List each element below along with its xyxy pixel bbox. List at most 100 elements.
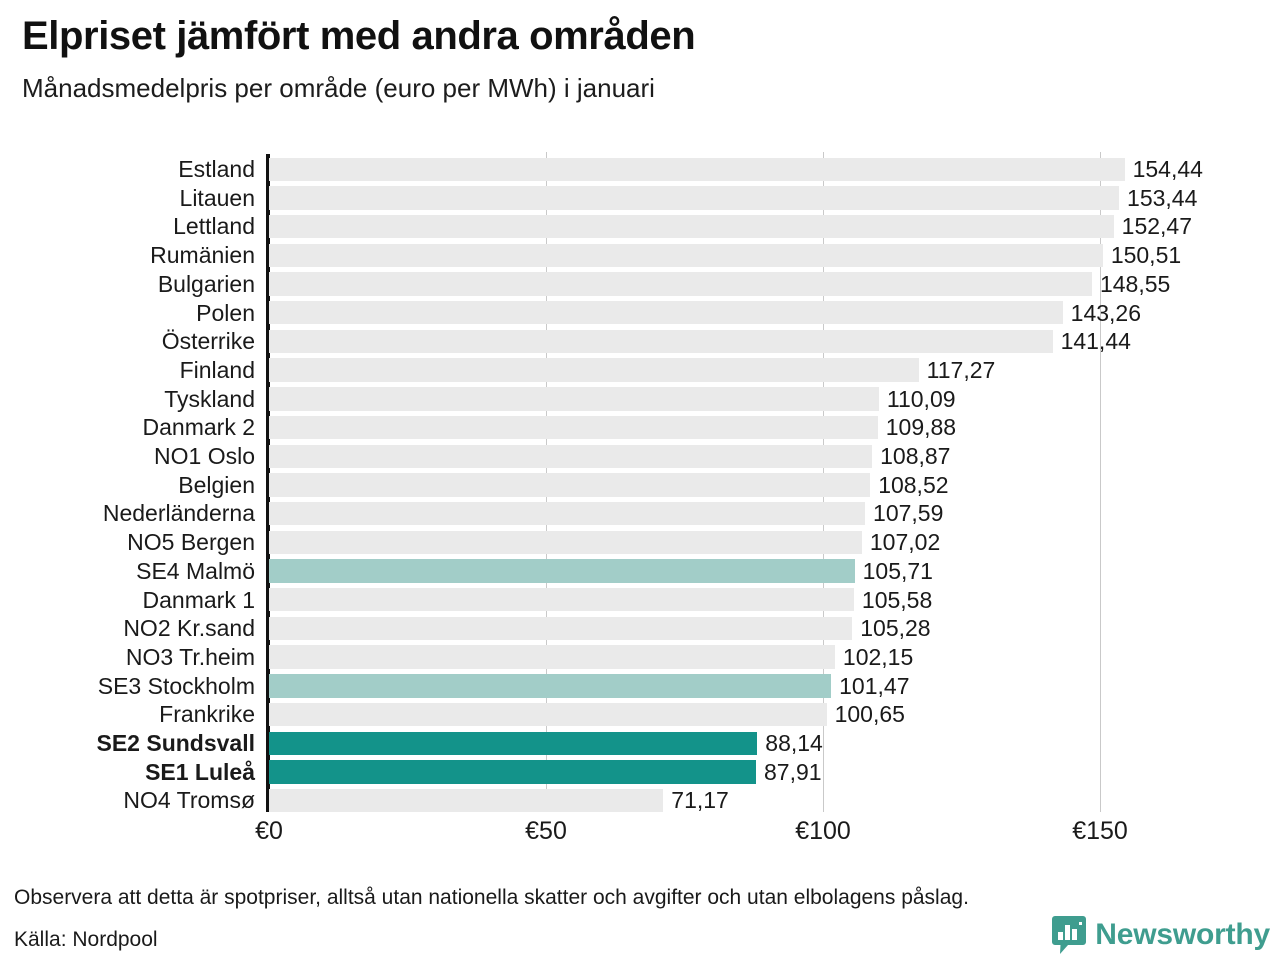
bar[interactable] xyxy=(269,674,832,698)
bar[interactable] xyxy=(269,214,1114,239)
category-label: NO2 Kr.sand xyxy=(123,615,255,642)
bar-value-label: 110,09 xyxy=(886,385,956,412)
bar[interactable] xyxy=(269,731,758,755)
bar-value-label: 100,65 xyxy=(834,701,905,728)
chart-row: SE1 Luleå 87,91 xyxy=(0,758,1280,787)
chart-subtitle: Månadsmedelpris per område (euro per MWh… xyxy=(22,73,655,103)
bar[interactable] xyxy=(269,788,664,813)
bar-value-label: 141,44 xyxy=(1060,328,1131,355)
bar[interactable] xyxy=(269,387,879,411)
bar-value-label: 150,51 xyxy=(1110,242,1182,269)
chart-row: Frankrike 100,65 xyxy=(0,700,1280,729)
bar[interactable] xyxy=(269,272,1092,296)
chart-header: Elpriset jämfört med andra områden Månad… xyxy=(0,0,1280,104)
chart-row: SE2 Sundsvall 88,14 xyxy=(0,729,1280,758)
category-label: NO5 Bergen xyxy=(127,529,255,556)
category-label: Bulgarien xyxy=(157,270,255,297)
category-label: Tyskland xyxy=(164,385,255,412)
source-text: Källa: Nordpool xyxy=(14,928,158,951)
bar-value-label: 107,02 xyxy=(869,529,941,556)
bar-value-label: 153,44 xyxy=(1127,184,1198,211)
bar-value-label: 148,55 xyxy=(1099,270,1171,297)
bar-value-label: 71,17 xyxy=(671,787,729,814)
bar[interactable] xyxy=(269,588,854,612)
chart-row: Estland 154,44 xyxy=(0,155,1280,184)
bar-value-label: 108,52 xyxy=(878,471,949,498)
x-axis-tick-label: €0 xyxy=(255,817,283,845)
bar[interactable] xyxy=(269,186,1120,210)
x-axis-tick-label: €100 xyxy=(795,817,851,845)
bar-chart: Estland 154,44 Litauen 153,44 Lettland 152,47… xyxy=(0,152,1280,817)
chart-row: Lettland 152,47 xyxy=(0,212,1280,241)
bar-value-label: 108,87 xyxy=(880,443,951,469)
category-label: NO4 Tromsø xyxy=(123,787,255,814)
bar-value-label: 87,91 xyxy=(764,758,822,785)
bar-value-label: 105,71 xyxy=(862,557,933,584)
chart-row: Rumänien 150,51 xyxy=(0,241,1280,270)
category-label: Danmark 2 xyxy=(142,414,255,441)
chart-row: Österrike 141,44 xyxy=(0,327,1280,356)
bar-value-label: 117,27 xyxy=(926,356,996,383)
chart-row: Belgien 108,52 xyxy=(0,471,1280,500)
category-label: Lettland xyxy=(173,213,255,240)
category-label: Danmark 1 xyxy=(142,586,255,613)
bar[interactable] xyxy=(269,702,827,727)
chart-row: Nederländerna 107,59 xyxy=(0,499,1280,528)
chart-row: Finland 117,27 xyxy=(0,356,1280,385)
bar[interactable] xyxy=(269,760,757,784)
chart-row: SE3 Stockholm 101,47 xyxy=(0,672,1280,701)
category-label: Finland xyxy=(179,356,255,383)
category-label: Polen xyxy=(196,299,255,326)
chart-row: NO2 Kr.sand 105,28 xyxy=(0,614,1280,643)
bar[interactable] xyxy=(269,616,853,641)
bar[interactable] xyxy=(269,415,878,440)
bar[interactable] xyxy=(269,530,862,555)
bar-value-label: 102,15 xyxy=(842,643,914,670)
bar[interactable] xyxy=(269,645,835,669)
bar-value-label: 109,88 xyxy=(885,414,957,441)
category-label: SE3 Stockholm xyxy=(97,672,255,699)
bar[interactable] xyxy=(269,329,1053,354)
chart-row: NO3 Tr.heim 102,15 xyxy=(0,643,1280,672)
chart-row: Litauen 153,44 xyxy=(0,184,1280,213)
newsworthy-logo[interactable]: Newsworthy xyxy=(1052,916,1270,954)
category-label: SE2 Sundsvall xyxy=(96,730,255,756)
bar-value-label: 88,14 xyxy=(765,730,823,756)
bar[interactable] xyxy=(269,559,855,583)
bar[interactable] xyxy=(269,358,919,382)
bar[interactable] xyxy=(269,243,1103,268)
x-axis: €0 €50 €100 €150 xyxy=(0,817,1280,857)
page-title: Elpriset jämfört med andra områden xyxy=(22,14,696,58)
x-axis-tick-label: €50 xyxy=(525,817,567,845)
bar-value-label: 154,44 xyxy=(1132,156,1203,182)
bar-value-label: 101,47 xyxy=(839,672,910,699)
category-label: Österrike xyxy=(161,328,255,355)
category-label: NO3 Tr.heim xyxy=(125,643,255,670)
bar[interactable] xyxy=(269,444,873,468)
chart-row: Bulgarien 148,55 xyxy=(0,270,1280,299)
bar[interactable] xyxy=(269,301,1063,325)
category-label: SE1 Luleå xyxy=(145,758,255,785)
bar-value-label: 105,28 xyxy=(860,615,931,642)
gridline xyxy=(1100,152,1101,812)
category-label: Estland xyxy=(178,156,255,182)
category-label: SE4 Malmö xyxy=(136,557,255,584)
chart-row: Tyskland 110,09 xyxy=(0,385,1280,414)
chart-row: NO5 Bergen 107,02 xyxy=(0,528,1280,557)
chart-row: NO4 Tromsø 71,17 xyxy=(0,786,1280,815)
chart-row: Danmark 1 105,58 xyxy=(0,586,1280,615)
bar-value-label: 143,26 xyxy=(1070,299,1142,326)
chart-row: NO1 Oslo 108,87 xyxy=(0,442,1280,471)
footnote-text: Observera att detta är spotpriser, allts… xyxy=(14,886,969,909)
category-label: Litauen xyxy=(179,184,255,211)
bar[interactable] xyxy=(269,501,866,526)
logo-wordmark: Newsworthy xyxy=(1095,918,1270,951)
category-label: Belgien xyxy=(178,471,255,498)
chart-row: SE4 Malmö 105,71 xyxy=(0,557,1280,586)
bar-value-label: 152,47 xyxy=(1121,213,1193,240)
chart-footer: Observera att detta är spotpriser, allts… xyxy=(0,880,1280,960)
bar-value-label: 105,58 xyxy=(861,586,933,613)
category-label: NO1 Oslo xyxy=(154,443,255,469)
bar[interactable] xyxy=(269,157,1125,181)
bar[interactable] xyxy=(269,473,871,497)
